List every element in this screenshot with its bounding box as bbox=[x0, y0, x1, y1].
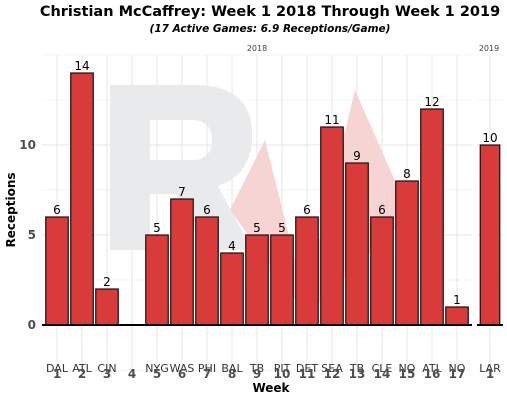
bar bbox=[95, 288, 119, 326]
bar bbox=[370, 216, 394, 326]
data-label: 5 bbox=[278, 221, 286, 235]
opponent-label: PIT bbox=[274, 362, 291, 375]
y-axis-label: Receptions bbox=[4, 173, 18, 248]
data-label: 9 bbox=[353, 149, 361, 163]
data-label: 2 bbox=[103, 275, 111, 289]
bar bbox=[445, 306, 469, 326]
opponent-label: ATL bbox=[72, 362, 92, 375]
opponent-label: BAL bbox=[221, 362, 243, 375]
opponent-label: NYG bbox=[145, 362, 168, 375]
opponent-label: PHI bbox=[198, 362, 216, 375]
opponent-label: DAL bbox=[46, 362, 69, 375]
opponent-label: TB bbox=[249, 362, 264, 375]
data-label: 6 bbox=[203, 203, 211, 217]
week-tick-label: 1 bbox=[486, 367, 494, 381]
week-tick-label: 13 bbox=[349, 367, 366, 381]
x-axis-label: Week bbox=[252, 381, 290, 395]
season-label: 2018 bbox=[247, 44, 267, 53]
season-label: 2019 bbox=[479, 44, 499, 53]
week-tick-label: 16 bbox=[424, 367, 441, 381]
bar bbox=[395, 180, 419, 326]
week-tick-label: 8 bbox=[228, 367, 236, 381]
data-label: 5 bbox=[253, 221, 261, 235]
data-label: 1 bbox=[453, 293, 461, 307]
opponent-label: ATL bbox=[422, 362, 442, 375]
bar bbox=[479, 144, 501, 326]
week-tick-label: 2 bbox=[78, 367, 86, 381]
bar bbox=[345, 162, 369, 326]
bar bbox=[270, 234, 294, 326]
opponent-label: WAS bbox=[170, 362, 195, 375]
week-tick-label: 10 bbox=[274, 367, 291, 381]
week-tick-label: 1 bbox=[53, 367, 61, 381]
week-tick-label: 4 bbox=[128, 367, 136, 381]
opponent-label: DET bbox=[296, 362, 318, 375]
y-tick-label: 10 bbox=[19, 138, 36, 152]
opponent-label: LAR bbox=[479, 362, 501, 375]
week-tick-label: 6 bbox=[178, 367, 186, 381]
y-tick-label: 5 bbox=[28, 228, 36, 242]
data-label: 6 bbox=[303, 203, 311, 217]
data-label: 8 bbox=[403, 167, 411, 181]
data-label: 6 bbox=[378, 203, 386, 217]
week-tick-label: 7 bbox=[203, 367, 211, 381]
data-label: 12 bbox=[424, 95, 439, 109]
data-label: 4 bbox=[228, 239, 236, 253]
opponent-label: SEA bbox=[321, 362, 343, 375]
bar bbox=[145, 234, 169, 326]
data-label: 14 bbox=[74, 59, 89, 73]
week-tick-label: 11 bbox=[299, 367, 316, 381]
week-tick-label: 9 bbox=[253, 367, 261, 381]
data-label: 11 bbox=[324, 113, 339, 127]
bar bbox=[220, 252, 244, 326]
chart-title: Christian McCaffrey: Week 1 2018 Through… bbox=[40, 4, 500, 20]
week-tick-label: 17 bbox=[449, 367, 466, 381]
week-tick-label: 5 bbox=[153, 367, 161, 381]
data-label: 7 bbox=[178, 185, 186, 199]
chart-subtitle: (17 Active Games: 6.9 Receptions/Game) bbox=[150, 23, 391, 35]
bar bbox=[45, 216, 69, 326]
bar bbox=[70, 72, 94, 326]
y-tick-label: 0 bbox=[28, 318, 36, 332]
bar bbox=[170, 198, 194, 326]
bar bbox=[195, 216, 219, 326]
watermark-gray-letter bbox=[110, 85, 253, 250]
bar bbox=[320, 126, 344, 326]
opponent-label: CIN bbox=[97, 362, 116, 375]
data-label: 10 bbox=[482, 131, 497, 145]
bar bbox=[245, 234, 269, 326]
bar bbox=[295, 216, 319, 326]
opponent-label: NO bbox=[399, 362, 416, 375]
opponent-label: NO bbox=[449, 362, 466, 375]
opponent-label: CLE bbox=[372, 362, 393, 375]
week-tick-label: 14 bbox=[374, 367, 391, 381]
week-tick-label: 3 bbox=[103, 367, 111, 381]
data-label: 6 bbox=[53, 203, 61, 217]
week-tick-label: 12 bbox=[324, 367, 341, 381]
bar bbox=[420, 108, 444, 326]
data-label: 5 bbox=[153, 221, 161, 235]
week-tick-label: 15 bbox=[399, 367, 416, 381]
opponent-label: TB bbox=[349, 362, 364, 375]
